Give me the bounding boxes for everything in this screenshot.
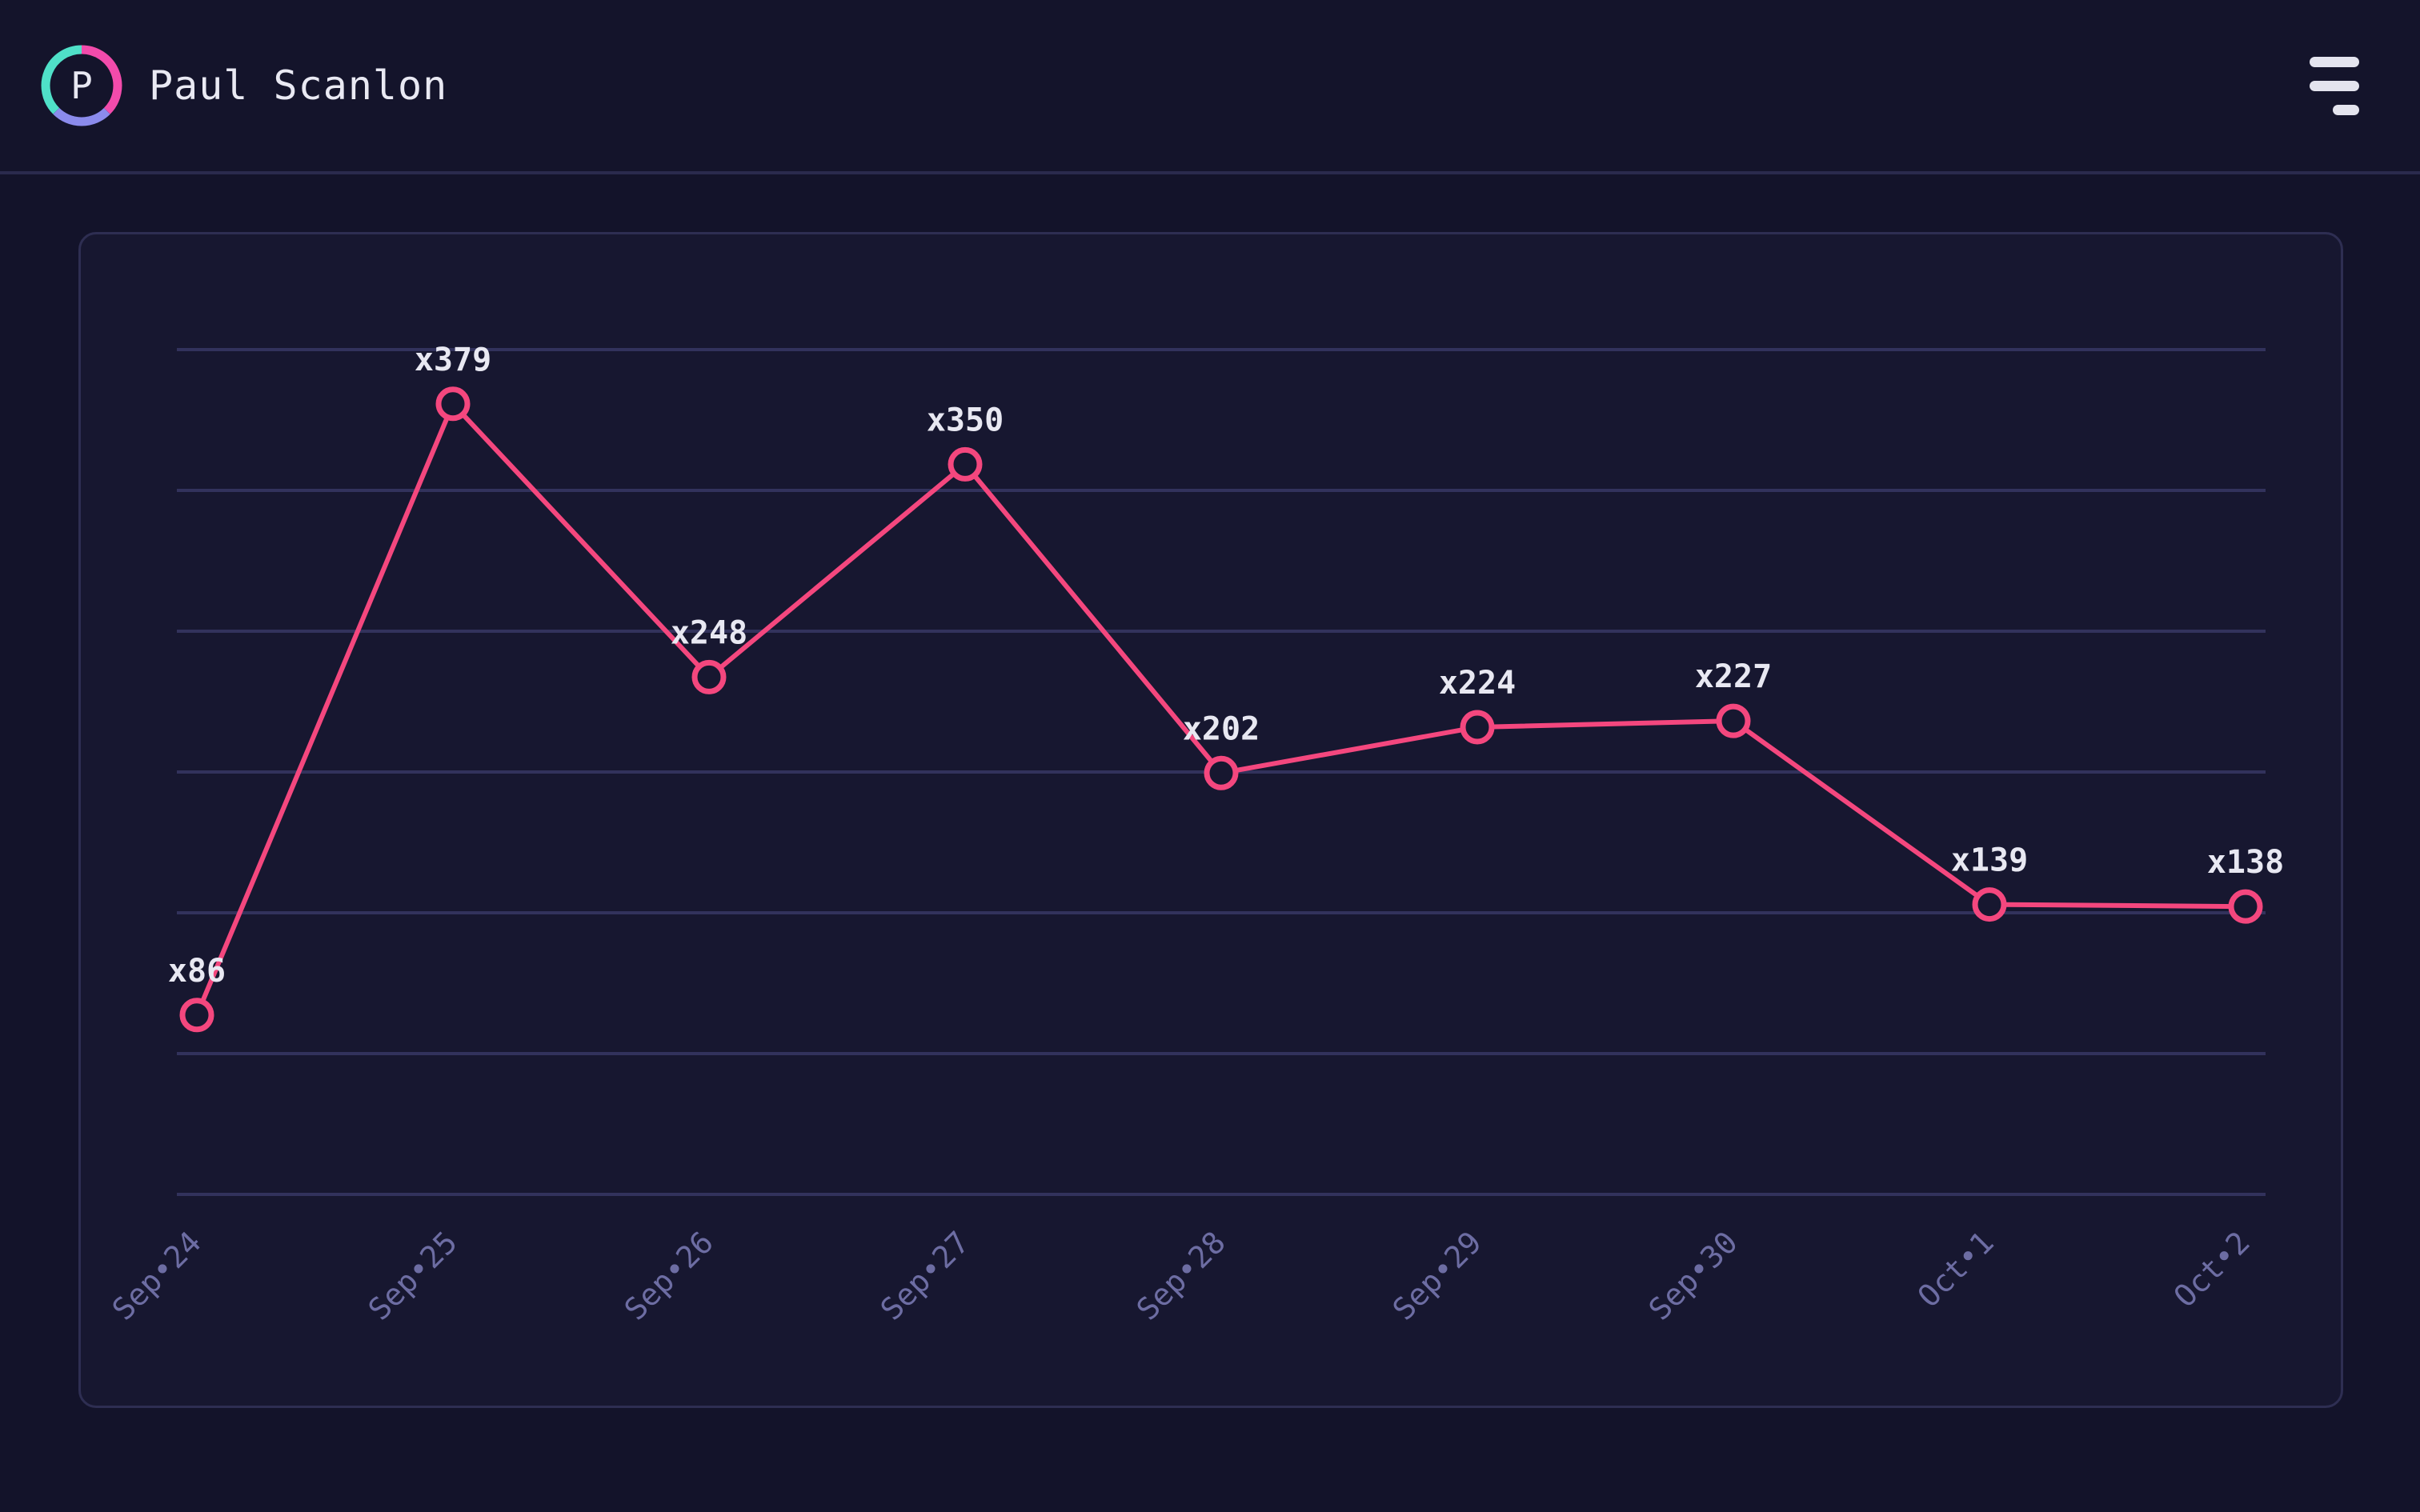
chart-gridlines — [177, 348, 2266, 1196]
site-header: P Paul Scanlon — [0, 0, 2420, 174]
data-point-marker[interactable] — [691, 659, 727, 694]
data-point-marker[interactable] — [2228, 889, 2263, 924]
data-point-label: x139 — [1951, 842, 2028, 879]
data-point-marker[interactable] — [1716, 703, 1751, 738]
chart-x-axis-labels: Sep•24 Sep•25 Sep•26 Sep•27 Sep•28 Sep•29 Sep•… — [106, 1225, 2257, 1327]
series-views-line — [194, 401, 2248, 1018]
data-point-marker[interactable] — [1204, 755, 1239, 790]
data-point-marker[interactable] — [435, 386, 471, 422]
logo-letter: P — [70, 64, 93, 107]
hamburger-line-1 — [2310, 56, 2359, 67]
data-point-marker[interactable] — [948, 446, 983, 482]
x-axis-tick-label: Oct•1 — [1911, 1225, 2001, 1314]
x-axis-tick-label: Sep•26 — [618, 1225, 720, 1327]
data-point-label: x350 — [927, 402, 1004, 438]
hamburger-line-2 — [2310, 80, 2359, 91]
hamburger-menu-icon[interactable] — [2281, 42, 2369, 130]
brand[interactable]: P Paul Scanlon — [38, 42, 447, 129]
data-point-marker[interactable] — [179, 998, 214, 1033]
x-axis-tick-label: Sep•25 — [362, 1225, 464, 1327]
x-axis-tick-label: Sep•30 — [1642, 1225, 1745, 1327]
x-axis-tick-label: Sep•29 — [1386, 1225, 1488, 1327]
data-point-label: x248 — [671, 614, 747, 651]
chart-svg: x86 x379 x248 x350 x202 x224 x227 x139 x138 Sep•… — [106, 342, 2285, 1327]
x-axis-tick-label: Oct•2 — [2167, 1225, 2257, 1314]
data-point-label: x138 — [2207, 844, 2284, 881]
line-chart[interactable]: x86 x379 x248 x350 x202 x224 x227 x139 x138 Sep•… — [81, 234, 2341, 1406]
chart-series-line — [194, 401, 2248, 1018]
logo-ring-icon — [41, 45, 122, 126]
chart-point-labels: x86 x379 x248 x350 x202 x224 x227 x139 x138 — [168, 342, 2284, 990]
hamburger-line-3 — [2333, 104, 2359, 115]
logo: P — [38, 42, 125, 129]
data-point-marker[interactable] — [1972, 887, 2007, 922]
data-point-label: x224 — [1439, 665, 1516, 702]
page-title: Paul Scanlon — [149, 62, 448, 109]
data-point-label: x379 — [415, 342, 491, 378]
chart-card: x86 x379 x248 x350 x202 x224 x227 x139 x138 Sep•… — [78, 232, 2343, 1408]
x-axis-tick-label: Sep•28 — [1130, 1225, 1232, 1327]
data-point-marker[interactable] — [1460, 710, 1495, 745]
chart-markers[interactable] — [179, 386, 2263, 1033]
x-axis-tick-label: Sep•27 — [874, 1225, 976, 1327]
data-point-label: x227 — [1695, 658, 1772, 695]
data-point-label: x86 — [168, 953, 226, 990]
x-axis-tick-label: Sep•24 — [106, 1225, 208, 1327]
data-point-label: x202 — [1183, 710, 1260, 747]
